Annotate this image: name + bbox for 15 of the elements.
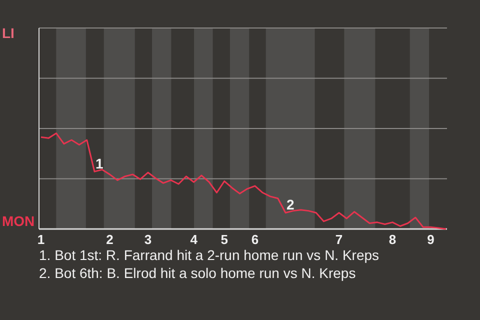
annotation: 2 xyxy=(286,196,295,213)
text: 1. Bot 1st: R. Farrand hit a 2-run home run vs N. Kreps xyxy=(39,247,380,263)
x-tick-label: 5 xyxy=(220,232,228,247)
text: LI xyxy=(2,25,14,41)
x-tick-label: 9 xyxy=(427,232,434,247)
text: MON xyxy=(2,213,35,229)
x-tick-label: 6 xyxy=(251,232,259,247)
x-tick-label: 2 xyxy=(106,232,114,247)
x-tick-label: 4 xyxy=(190,232,198,247)
annotation: 1 xyxy=(95,156,104,172)
x-tick-label: 1 xyxy=(37,232,45,247)
x-tick-label: 7 xyxy=(335,232,343,247)
text: 2. Bot 6th: B. Elrod hit a solo home run vs N. Kreps xyxy=(39,265,356,281)
x-tick-label: 3 xyxy=(144,232,152,247)
x-tick-label: 8 xyxy=(388,232,396,247)
